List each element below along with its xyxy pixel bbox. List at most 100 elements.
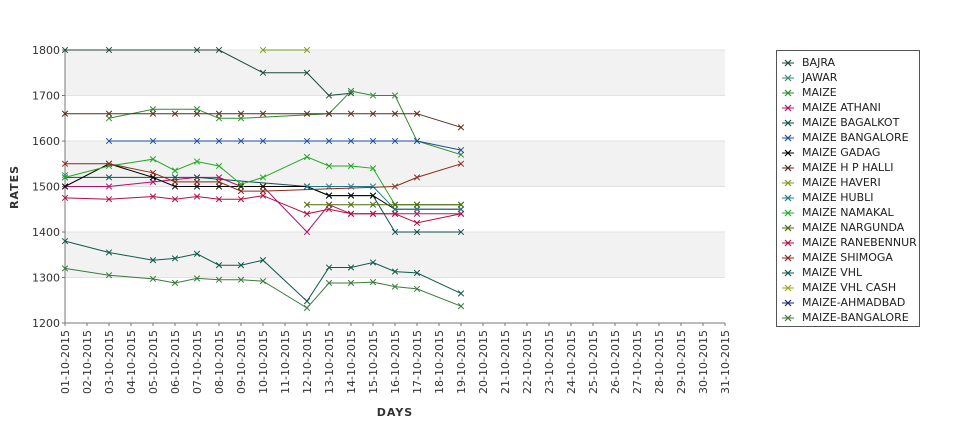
x-tick-label: 28-10-2015	[653, 330, 666, 394]
data-point	[325, 279, 333, 287]
legend-item: MAIZE H P HALLI	[781, 160, 893, 175]
legend-item: MAIZE	[781, 85, 837, 100]
data-point	[105, 249, 113, 256]
data-point	[259, 174, 267, 181]
legend-marker-icon	[782, 164, 794, 171]
data-point	[149, 169, 157, 177]
legend-item: MAIZE-AHMADBAD	[781, 295, 905, 310]
data-point	[347, 192, 355, 199]
data-point	[391, 137, 399, 145]
data-point	[325, 162, 333, 170]
data-point	[193, 193, 201, 200]
x-tick-label: 17-10-2015	[411, 330, 424, 394]
x-tick-label: 01-10-2015	[59, 330, 72, 394]
data-point	[149, 275, 157, 283]
legend-label: MAIZE NARGUNDA	[802, 221, 905, 234]
data-point	[215, 183, 223, 190]
series-maize-ranebennur	[61, 192, 465, 227]
legend-label: MAIZE HUBLI	[802, 191, 874, 204]
y-tick-label: 1800	[32, 44, 60, 57]
x-tick-label: 11-10-2015	[279, 330, 292, 394]
legend-label: MAIZE ATHANI	[802, 101, 881, 114]
x-tick-label: 16-10-2015	[389, 330, 402, 394]
series-bajra	[61, 46, 355, 99]
series-line	[65, 49, 352, 97]
data-point	[347, 201, 355, 208]
data-point	[61, 160, 69, 167]
data-point	[369, 201, 377, 208]
legend-marker-icon	[782, 104, 794, 111]
data-point	[457, 201, 465, 208]
data-point	[259, 110, 267, 117]
data-point	[391, 283, 399, 290]
x-tick-label: 07-10-2015	[191, 330, 204, 394]
series-maize-bangalore	[61, 265, 465, 312]
legend-label: MAIZE HAVERI	[802, 176, 881, 189]
legend-label: MAIZE H P HALLI	[802, 161, 894, 174]
legend-item: MAIZE VHL CASH	[781, 280, 896, 295]
legend-label: MAIZE BAGALKOT	[802, 116, 900, 129]
data-point	[303, 298, 311, 305]
legend-item: JAWAR	[781, 70, 837, 85]
legend-marker-icon	[782, 194, 794, 201]
data-point	[215, 162, 223, 170]
y-tick-label: 1400	[32, 226, 60, 239]
x-tick-label: 20-10-2015	[477, 330, 490, 394]
data-point	[105, 174, 113, 181]
data-point	[347, 137, 355, 145]
data-point	[193, 250, 201, 257]
data-point	[457, 228, 465, 236]
data-point	[171, 196, 179, 203]
data-point	[149, 105, 157, 113]
data-point	[457, 151, 465, 158]
data-point	[347, 87, 355, 95]
data-point	[215, 137, 223, 145]
legend-marker-icon	[782, 119, 794, 126]
data-point	[149, 178, 157, 186]
legend-marker-icon	[782, 239, 794, 246]
data-point	[105, 196, 113, 203]
legend-item: MAIZE GADAG	[781, 145, 880, 160]
data-point	[259, 192, 267, 199]
data-point	[413, 219, 421, 227]
legend-item: MAIZE NAMAKAL	[781, 205, 894, 220]
data-point	[237, 183, 245, 190]
grid-band	[65, 50, 725, 96]
x-tick-label: 18-10-2015	[433, 330, 446, 394]
grid-band	[65, 141, 725, 187]
data-point	[215, 115, 223, 122]
data-point	[215, 262, 223, 269]
data-point	[391, 210, 399, 217]
y-axis-title: RATES	[8, 165, 21, 209]
x-tick-label: 26-10-2015	[609, 330, 622, 394]
legend-marker-icon	[782, 134, 794, 141]
legend-item: MAIZE NARGUNDA	[781, 220, 904, 235]
data-point	[193, 183, 201, 190]
x-tick-label: 15-10-2015	[367, 330, 380, 394]
data-point	[171, 279, 179, 287]
legend-label: JAWAR	[802, 71, 838, 84]
x-tick-label: 14-10-2015	[345, 330, 358, 394]
data-point	[457, 303, 465, 310]
data-point	[237, 137, 245, 145]
legend-item: BAJRA	[781, 55, 835, 70]
data-point	[105, 46, 113, 54]
series-maize-nargunda	[303, 201, 465, 208]
x-tick-label: 06-10-2015	[169, 330, 182, 394]
series-maize-haveri	[259, 46, 311, 54]
y-tick-label: 1500	[32, 181, 60, 194]
legend-label: MAIZE BANGALORE	[802, 131, 909, 144]
data-point	[413, 206, 421, 213]
data-point	[237, 196, 245, 203]
legend-item: MAIZE SHIMOGA	[781, 250, 893, 265]
data-point	[369, 92, 377, 99]
data-point	[149, 110, 157, 117]
data-point	[325, 206, 333, 213]
legend-label: MAIZE-BANGALORE	[802, 311, 909, 324]
data-point	[303, 46, 311, 54]
data-point	[105, 110, 113, 117]
legend-item: MAIZE HAVERI	[781, 175, 881, 190]
data-point	[105, 115, 113, 122]
legend-marker-icon	[782, 299, 794, 306]
data-point	[369, 192, 377, 199]
